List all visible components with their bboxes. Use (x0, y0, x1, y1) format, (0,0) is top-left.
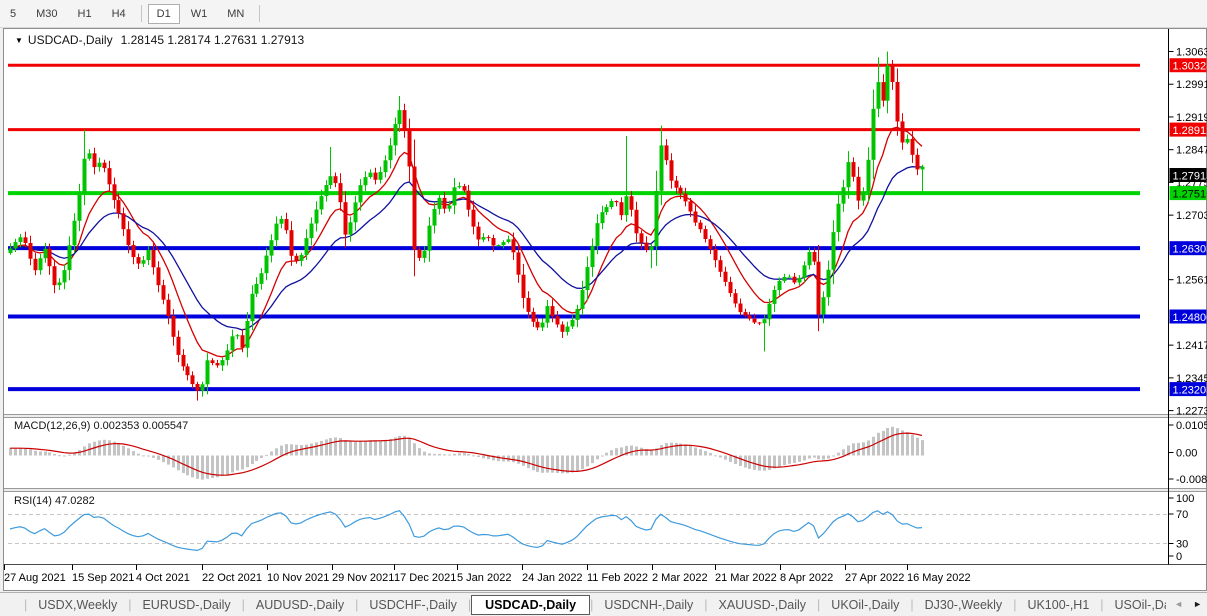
level-badge-1.28912-label: 1.28912 (1173, 125, 1207, 137)
level-badge-1.27515-label: 1.27515 (1173, 189, 1207, 201)
macd-tick-label: -0.00896 (1176, 474, 1207, 486)
price-tick-label: 1.28470 (1176, 145, 1207, 157)
timeframe-button-mn[interactable]: MN (227, 7, 245, 20)
date-label: 11 Feb 2022 (587, 572, 648, 584)
date-label: 27 Aug 2021 (4, 572, 66, 584)
price-tick-label: 1.29190 (1176, 112, 1207, 124)
tab-separator: | (1100, 597, 1104, 612)
level-badge-1.23203-label: 1.23203 (1173, 385, 1207, 397)
chart-tab-usdchf-daily[interactable]: USDCHF-,Daily (369, 597, 457, 612)
tab-separator: | (241, 597, 245, 612)
level-badge-1.30328-label: 1.30328 (1173, 61, 1207, 73)
chart-window-frame (3, 28, 1207, 591)
timeframe-button-h4[interactable]: H4 (111, 7, 126, 20)
ma-fast-line (9, 126, 923, 358)
date-label: 10 Nov 2021 (267, 572, 329, 584)
macd-histogram (9, 426, 924, 480)
date-label: 17 Dec 2021 (394, 572, 456, 584)
price-tick-label: 1.25610 (1176, 275, 1207, 287)
timeframe-button-w1[interactable]: W1 (190, 7, 208, 20)
rsi-tick-label: 0 (1176, 551, 1182, 563)
date-label: 5 Jan 2022 (457, 572, 511, 584)
level-badge-1.23203 (1169, 382, 1207, 397)
macd-tick-label: 0.010578 (1176, 420, 1207, 432)
chart-tab-uk100-h1[interactable]: UK100-,H1 (1027, 597, 1090, 612)
rsi-line (9, 510, 923, 552)
price-tick-label: 1.27030 (1176, 210, 1207, 222)
chart-tab-dj30-weekly[interactable]: DJ30-,Weekly (924, 597, 1003, 612)
tab-separator: | (1013, 597, 1017, 612)
timeframe-toolbar: 5 M30 H1 H4 D1 W1 MN (0, 0, 1207, 28)
macd-tick-label: 0.00 (1176, 448, 1197, 460)
level-badge-1.26303 (1169, 241, 1207, 256)
price-tick-label: 1.29910 (1176, 79, 1207, 91)
price-tick-label: 1.24170 (1176, 340, 1207, 352)
timeframe-button-5[interactable]: 5 (10, 7, 17, 20)
tab-separator: | (128, 597, 132, 612)
tab-separator: | (910, 597, 914, 612)
chart-tab-ukoil-daily[interactable]: UKOil-,Daily (831, 597, 900, 612)
date-label: 16 May 2022 (907, 572, 971, 584)
level-badge-1.28912 (1169, 122, 1207, 137)
chart-tab-usdcad-daily[interactable]: USDCAD-,Daily (471, 594, 591, 615)
date-label: 24 Jan 2022 (522, 572, 583, 584)
price-tick-label: 1.23450 (1176, 373, 1207, 385)
tab-separator: | (590, 597, 594, 612)
date-label: 22 Oct 2021 (202, 572, 262, 584)
ma-slow-line (9, 166, 923, 331)
chart-tab-eurusd-daily[interactable]: EURUSD-,Daily (142, 597, 231, 612)
timeframe-button-m30[interactable]: M30 (36, 7, 58, 20)
macd-signal-line (10, 432, 923, 476)
date-label: 21 Mar 2022 (715, 572, 777, 584)
level-badge-1.24800 (1169, 309, 1207, 324)
rsi-tick-label: 100 (1176, 493, 1194, 505)
date-label: 27 Apr 2022 (845, 572, 904, 584)
current-price-badge-label: 1.27913 (1173, 171, 1207, 183)
tab-scroll-arrows: ◄ ► (1166, 593, 1207, 615)
panel-splitter[interactable] (4, 414, 1206, 418)
level-badge-1.27515 (1169, 186, 1207, 201)
chart-tab-usdcnh-daily[interactable]: USDCNH-,Daily (604, 597, 694, 612)
toolbar-separator (259, 5, 261, 22)
chart-tab-usoil-daily[interactable]: USOil-,Daily (1114, 597, 1183, 612)
level-badge-1.26303-label: 1.26303 (1173, 244, 1207, 256)
tab-scroll-left-icon[interactable]: ◄ (1174, 599, 1184, 609)
date-label: 15 Sep 2021 (72, 572, 134, 584)
price-tick-label: 1.30630 (1176, 47, 1207, 59)
tab-separator: | (355, 597, 359, 612)
toolbar-separator (140, 5, 142, 22)
date-label: 8 Apr 2022 (780, 572, 833, 584)
date-label: 29 Nov 2021 (332, 572, 394, 584)
level-badge-1.30328 (1169, 58, 1207, 73)
tab-scroll-right-icon[interactable]: ► (1193, 599, 1202, 609)
tab-separator: | (467, 597, 472, 612)
rsi-tick-label: 30 (1176, 539, 1188, 551)
chart-tab-audusd-daily[interactable]: AUDUSD-,Daily (255, 597, 345, 612)
current-price-badge (1169, 168, 1207, 182)
tab-separator: | (704, 597, 708, 612)
tab-separator: | (24, 597, 28, 612)
timeframe-button-d1[interactable]: D1 (147, 3, 180, 24)
date-label: 2 Mar 2022 (652, 572, 708, 584)
timeframe-button-h1[interactable]: H1 (77, 7, 92, 20)
panel-splitter[interactable] (4, 488, 1206, 492)
rsi-tick-label: 70 (1176, 509, 1188, 521)
level-badge-1.24800-label: 1.24800 (1173, 312, 1207, 324)
tab-separator: | (817, 597, 821, 612)
date-label: 4 Oct 2021 (136, 572, 190, 584)
chart-tab-bar: | USDX,Weekly | EURUSD-,Daily | AUDUSD-,Daily… (0, 592, 1207, 616)
chart-tab-xauusd-daily[interactable]: XAUUSD-,Daily (718, 597, 807, 612)
chart-plot-area[interactable]: 1.306301.299101.291901.284701.277501.270… (0, 28, 1207, 592)
chart-tab-usdx-weekly[interactable]: USDX,Weekly (38, 597, 118, 612)
candlestick-series (8, 51, 925, 401)
